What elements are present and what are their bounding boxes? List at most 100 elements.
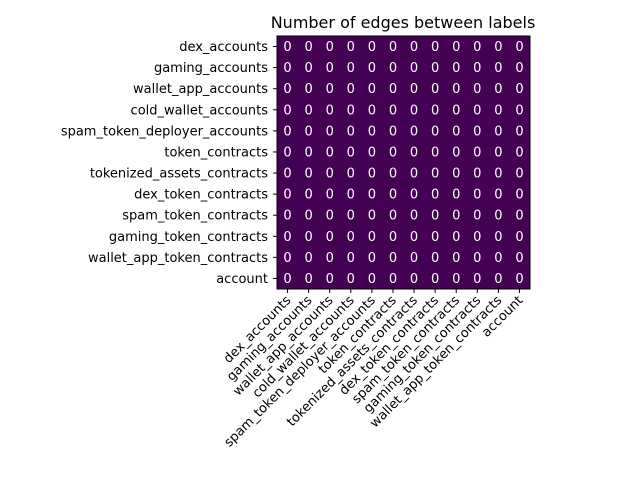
cell-value-label: 0: [431, 188, 439, 203]
cell-value-label: 0: [431, 209, 439, 224]
cell-value-label: 0: [326, 230, 334, 245]
cell-value-label: 0: [347, 82, 355, 97]
heatmap-cell: [361, 267, 383, 290]
cell-value-label: 0: [494, 103, 502, 118]
y-tick-label: dex_accounts: [179, 40, 268, 55]
cell-value-label: 0: [304, 230, 312, 245]
cell-value-label: 0: [494, 145, 502, 160]
heatmap-cell: [277, 183, 299, 206]
heatmap-cell: [487, 162, 510, 185]
heatmap-cell-labels: 0 0 0 0 0 0 0 0 0 0 0 00 0 0 0 0 0 0 0 0 0 0 00 0 0 0 0 0 0 0 0 0 0 00 0 0 0…: [283, 40, 523, 287]
heatmap-cell: [340, 141, 362, 163]
heatmap-cell: [445, 183, 468, 206]
cell-value-label: 0: [431, 145, 439, 160]
heatmap-cell: [424, 36, 447, 58]
heatmap-cell: [340, 99, 362, 121]
cell-value-label: 0: [515, 272, 523, 287]
chart-title: Number of edges between labels: [271, 13, 536, 32]
cell-value-label: 0: [410, 82, 418, 97]
heatmap-cell: [403, 141, 426, 163]
heatmap-cell: [403, 99, 426, 121]
cell-value-label: 0: [368, 167, 376, 182]
heatmap-cell: [403, 78, 426, 100]
heatmap-cell: [508, 204, 531, 227]
heatmap-cell: [466, 141, 489, 163]
cell-value-label: 0: [368, 272, 376, 287]
heatmap-cell: [340, 183, 362, 206]
cell-value-label: 0: [515, 188, 523, 203]
heatmap-cell: [361, 246, 383, 269]
heatmap-cell: [424, 99, 447, 121]
heatmap-cell: [298, 57, 320, 79]
cell-value-label: 0: [347, 272, 355, 287]
heatmap-cell: [382, 36, 404, 58]
heatmap-cell: [487, 57, 510, 79]
heatmap-cell: [445, 141, 468, 163]
heatmap-cell: [403, 267, 426, 290]
heatmap-cell: [487, 120, 510, 142]
cell-value-label: 0: [368, 82, 376, 97]
cell-value-label: 0: [494, 82, 502, 97]
heatmap-cell: [403, 183, 426, 206]
heatmap-cell: [382, 78, 404, 100]
cell-value-label: 0: [368, 209, 376, 224]
x-axis: dex_accountsgaming_accountswallet_app_ac…: [221, 289, 526, 450]
cell-value-label: 0: [326, 188, 334, 203]
heatmap-cell: [508, 99, 531, 121]
cell-value-label: 0: [452, 272, 460, 287]
cell-value-label: 0: [473, 272, 481, 287]
heatmap-cell: [508, 36, 531, 58]
heatmap-cell: [508, 183, 531, 206]
heatmap-cell: [340, 225, 362, 248]
cell-value-label: 0: [283, 145, 291, 160]
heatmap-cell: [445, 204, 468, 227]
cell-value-label: 0: [431, 272, 439, 287]
cell-value-label: 0: [494, 61, 502, 76]
heatmap-cell: [361, 225, 383, 248]
cell-value-label: 0: [515, 251, 523, 266]
cell-value-label: 0: [452, 188, 460, 203]
cell-value-label: 0: [304, 167, 312, 182]
y-tick-label: cold_wallet_accounts: [131, 103, 269, 118]
cell-value-label: 0: [326, 145, 334, 160]
cell-value-label: 0: [473, 188, 481, 203]
heatmap-cell: [298, 36, 320, 58]
cell-value-label: 0: [410, 40, 418, 55]
cell-value-label: 0: [431, 40, 439, 55]
heatmap-cell: [277, 225, 299, 248]
cell-value-label: 0: [389, 167, 397, 182]
cell-value-label: 0: [473, 40, 481, 55]
heatmap-cell: [466, 57, 489, 79]
cell-value-label: 0: [452, 209, 460, 224]
cell-value-label: 0: [494, 124, 502, 139]
heatmap-cell: [508, 57, 531, 79]
cell-value-label: 0: [410, 251, 418, 266]
heatmap-cell: [466, 99, 489, 121]
cell-value-label: 0: [431, 230, 439, 245]
cell-value-label: 0: [347, 209, 355, 224]
cell-value-label: 0: [389, 230, 397, 245]
heatmap-cell: [466, 225, 489, 248]
heatmap-cell: [487, 267, 510, 290]
heatmap-cell: [298, 204, 320, 227]
heatmap-cell: [361, 99, 383, 121]
heatmap-cell: [445, 36, 468, 58]
cell-value-label: 0: [368, 230, 376, 245]
cell-value-label: 0: [389, 145, 397, 160]
heatmap-cell: [361, 141, 383, 163]
heatmap-cell: [466, 162, 489, 185]
cell-value-label: 0: [515, 145, 523, 160]
heatmap-cell: [466, 267, 489, 290]
heatmap-cell: [487, 36, 510, 58]
cell-value-label: 0: [304, 251, 312, 266]
cell-value-label: 0: [431, 167, 439, 182]
heatmap-cell: [382, 162, 404, 185]
cell-value-label: 0: [326, 82, 334, 97]
heatmap-cell: [340, 246, 362, 269]
cell-value-label: 0: [283, 82, 291, 97]
heatmap-cell: [277, 162, 299, 185]
cell-value-label: 0: [347, 167, 355, 182]
heatmap-cell: [361, 204, 383, 227]
cell-value-label: 0: [283, 272, 291, 287]
cell-value-label: 0: [304, 188, 312, 203]
